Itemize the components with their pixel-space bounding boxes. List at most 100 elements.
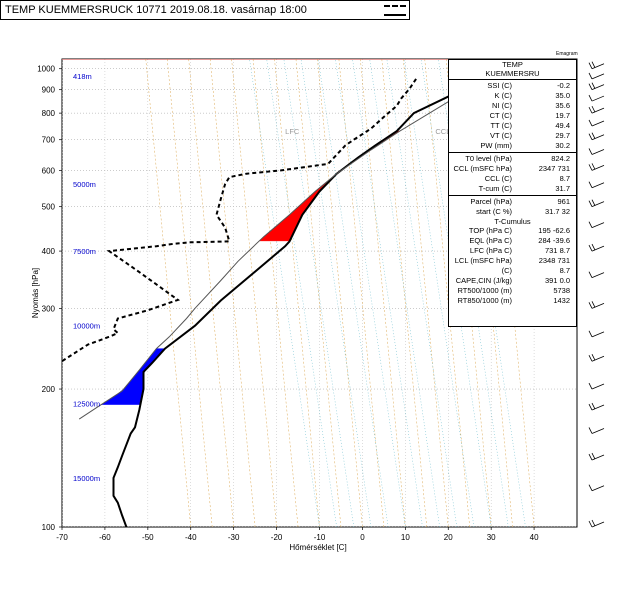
param-value: 19.7 — [555, 111, 570, 120]
x-tick-label: -40 — [185, 533, 197, 542]
param-title-1: TEMP — [502, 60, 523, 69]
wind-barb-flag — [588, 330, 593, 338]
param-value: 31.7 32 — [544, 207, 570, 216]
wind-barb — [588, 221, 605, 229]
param-row: PW (mm) 30.2 — [449, 141, 576, 151]
param-label: (C) — [501, 266, 512, 275]
param-row: VT (C) 29.7 — [449, 131, 576, 141]
wind-barb — [588, 199, 605, 208]
wind-barb-flag — [591, 243, 596, 251]
param-row: CT (C) 19.7 — [449, 111, 576, 121]
wind-barb-flag — [588, 221, 593, 228]
wind-barb-flag — [588, 106, 593, 114]
y-tick-label: 700 — [42, 136, 56, 145]
x-tick-label: -30 — [228, 533, 240, 542]
param-row: TT (C) 49.4 — [449, 121, 576, 131]
height-label: 7500m — [73, 247, 96, 256]
param-row: SSI (C) -0.2 — [449, 81, 576, 91]
param-value: 29.7 — [555, 131, 570, 140]
wind-barb-staff — [591, 485, 605, 492]
y-tick-label: 800 — [42, 109, 56, 118]
param-value: 8.7 — [559, 266, 570, 275]
parcel-line — [78, 76, 490, 420]
wind-barb-staff — [591, 165, 605, 171]
wind-barb-flag — [588, 427, 593, 434]
param-label: NI (C) — [492, 101, 512, 110]
temperature-line — [112, 75, 490, 527]
wind-barb-flag — [591, 105, 596, 113]
wind-barb-flag — [588, 94, 593, 102]
wind-barb-staff — [591, 120, 605, 127]
wind-barb — [588, 382, 605, 390]
x-tick-label: 20 — [444, 533, 453, 542]
wind-barb-flag — [588, 520, 593, 528]
param-label: LFC (hPa C) — [469, 246, 512, 255]
wind-barb-staff — [591, 134, 605, 141]
param-row: LFC (hPa C) 731 8.7 — [449, 246, 576, 256]
parameter-table: TEMP KUEMMERSRU SSI (C) -0.2 K (C) 35.0 NI (… — [448, 59, 577, 327]
param-row: T0 level (hPa) 824.2 — [449, 154, 576, 164]
x-tick-label: 10 — [401, 533, 410, 542]
param-label: T-cum (C) — [478, 184, 512, 193]
wind-barb-flag — [591, 452, 596, 460]
header-title: TEMP KUEMMERSRUCK 10771 2019.08.18. vasá… — [5, 4, 307, 16]
wind-barb — [588, 72, 605, 80]
param-label: CT (C) — [489, 111, 512, 120]
wind-barb-staff — [591, 84, 605, 91]
param-label: T0 level (hPa) — [465, 154, 512, 163]
mixing-ratio-line — [300, 59, 372, 527]
mixing-ratio-line — [455, 59, 526, 527]
param-label: Parcel (hPa) — [470, 197, 512, 206]
param-value: -0.2 — [557, 81, 570, 90]
wind-barb-flag — [588, 244, 593, 252]
x-tick-label: -50 — [142, 533, 154, 542]
wind-barb-flag — [588, 484, 593, 491]
y-tick-label: 100 — [42, 523, 56, 532]
x-tick-label: 40 — [530, 533, 539, 542]
wind-barb-flag — [588, 148, 593, 155]
mixing-ratio-line — [438, 59, 509, 527]
wind-barb-staff — [591, 182, 605, 189]
param-row: TOP (hPa C) 195 -62.6 — [449, 226, 576, 236]
x-tick-label: -70 — [56, 533, 68, 542]
y-tick-label: 900 — [42, 86, 56, 95]
wind-barb-staff — [591, 355, 605, 362]
wind-barb — [588, 519, 605, 528]
wind-barb-flag — [591, 61, 596, 68]
y-axis-label: Nyomás [hPa] — [31, 268, 40, 318]
wind-barb-flag — [588, 453, 593, 461]
param-label: RT850/1000 (m) — [457, 296, 512, 305]
param-label: start (C %) — [476, 207, 512, 216]
wind-barb-staff — [591, 222, 605, 229]
param-row: T-cum (C) 31.7 — [449, 184, 576, 194]
wind-barb — [588, 402, 605, 411]
wind-barb-staff — [591, 302, 605, 309]
param-label: PW (mm) — [480, 141, 512, 150]
param-value: 961 — [557, 197, 570, 206]
param-value: 731 8.7 — [544, 246, 570, 255]
wind-barb — [588, 94, 605, 102]
wind-barb — [588, 330, 605, 338]
y-tick-label: 400 — [42, 247, 56, 256]
param-label: RT500/1000 (m) — [457, 286, 512, 295]
wind-barb — [588, 271, 605, 279]
param-value: 30.2 — [555, 141, 570, 150]
param-value: 35.0 — [555, 91, 570, 100]
wind-barb — [588, 105, 605, 114]
wind-barb — [588, 484, 605, 492]
mixing-ratio-line — [266, 59, 337, 527]
param-value: 391 0.0 — [544, 276, 570, 285]
wind-barb-flag — [588, 72, 593, 80]
height-label: 15000m — [73, 474, 100, 483]
wind-barb-flag — [588, 62, 593, 69]
wind-barb-staff — [591, 201, 605, 208]
param-row: RT850/1000 (m) 1432 — [449, 296, 576, 306]
wind-barb-flag — [588, 302, 593, 309]
mixing-ratio-line — [335, 59, 406, 527]
wind-barb-staff — [591, 73, 605, 80]
param-label: CCL (C) — [484, 174, 512, 183]
x-tick-label: -20 — [271, 533, 283, 542]
header-bar: TEMP KUEMMERSRUCK 10771 2019.08.18. vasá… — [0, 0, 410, 20]
param-value: 2347 731 — [538, 164, 570, 173]
param-row: Parcel (hPa) 961 — [449, 197, 576, 207]
